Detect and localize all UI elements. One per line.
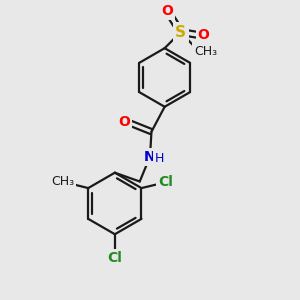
Text: O: O <box>161 4 173 18</box>
Text: Cl: Cl <box>107 251 122 265</box>
Text: CH₃: CH₃ <box>51 176 74 188</box>
Text: S: S <box>175 25 186 40</box>
Text: Cl: Cl <box>158 175 173 189</box>
Text: O: O <box>118 115 130 129</box>
Text: O: O <box>198 28 210 42</box>
Text: CH₃: CH₃ <box>194 45 217 58</box>
Text: H: H <box>155 152 164 165</box>
Text: N: N <box>144 150 155 164</box>
